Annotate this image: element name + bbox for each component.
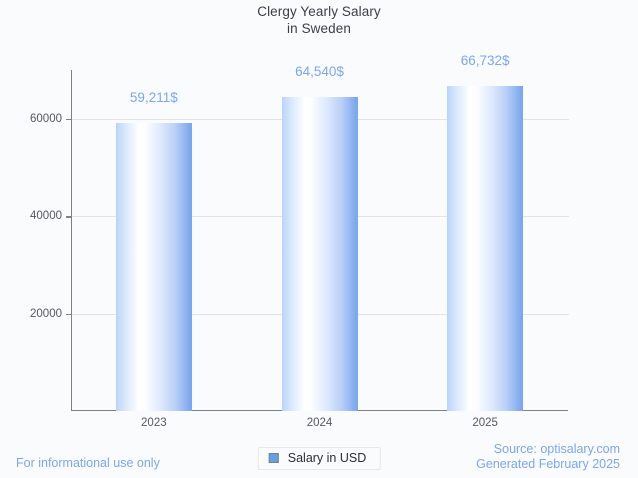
legend-label: Salary in USD <box>287 451 367 465</box>
y-axis-tick-label: 20000 <box>30 307 62 320</box>
chart-title-line1: Clergy Yearly Salary <box>257 4 381 19</box>
x-axis-label-2025: 2025 <box>472 417 498 429</box>
source-block: Source: optisalary.com Generated Februar… <box>476 442 620 472</box>
bar-2025[interactable] <box>447 85 524 411</box>
y-axis-tick-label: 60000 <box>30 112 62 125</box>
bar-2024[interactable] <box>281 96 358 411</box>
chart-legend[interactable]: Salary in USD <box>257 447 381 470</box>
bar-2023[interactable] <box>115 122 192 411</box>
y-axis-tick <box>66 118 72 121</box>
generated-date-text: Generated February 2025 <box>476 457 620 471</box>
source-text: Source: optisalary.com <box>493 442 620 456</box>
y-axis-tick-label: 40000 <box>30 210 62 223</box>
x-axis-label-2024: 2024 <box>306 417 333 429</box>
disclaimer-text: For informational use only <box>16 456 160 470</box>
y-axis-tick <box>66 216 72 218</box>
x-axis-labels: 2023 2024 2025 <box>71 414 568 434</box>
y-axis-labels: 20000 40000 60000 <box>0 70 62 411</box>
bar-value-label-2025: 66,732$ <box>460 52 510 68</box>
x-axis-label-2023: 2023 <box>141 417 167 429</box>
y-axis-tick <box>66 313 72 315</box>
chart-title: Clergy Yearly Salary in Sweden <box>0 3 638 37</box>
bar-value-label-2023: 59,211$ <box>129 89 178 105</box>
bars-layer <box>71 70 568 411</box>
chart-title-line2: in Sweden <box>287 21 351 36</box>
legend-swatch-icon <box>268 453 279 463</box>
bar-value-label-2024: 64,540$ <box>295 63 344 79</box>
